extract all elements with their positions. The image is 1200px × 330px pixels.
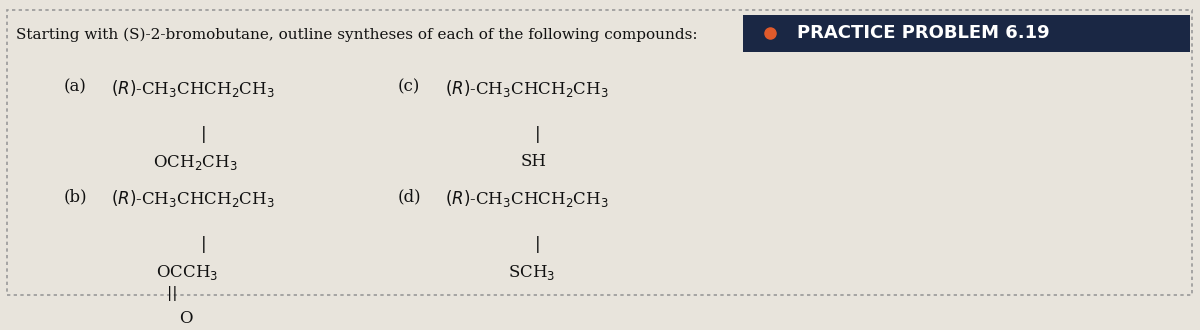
Text: Starting with (S)-2-bromobutane, outline syntheses of each of the following comp: Starting with (S)-2-bromobutane, outline… bbox=[16, 28, 697, 42]
Text: |: | bbox=[534, 236, 540, 253]
Text: |: | bbox=[200, 236, 206, 253]
Text: O: O bbox=[179, 310, 193, 327]
FancyBboxPatch shape bbox=[743, 15, 1190, 52]
Text: SH: SH bbox=[520, 153, 546, 170]
Text: (c): (c) bbox=[397, 79, 420, 95]
Text: (b): (b) bbox=[64, 188, 88, 205]
Text: (a): (a) bbox=[64, 79, 86, 95]
Text: (d): (d) bbox=[397, 188, 421, 205]
Text: |: | bbox=[200, 126, 206, 143]
Text: $(R)$-CH$_3$CHCH$_2$CH$_3$: $(R)$-CH$_3$CHCH$_2$CH$_3$ bbox=[445, 79, 608, 99]
Text: $(R)$-CH$_3$CHCH$_2$CH$_3$: $(R)$-CH$_3$CHCH$_2$CH$_3$ bbox=[112, 188, 275, 209]
Text: OCCH$_3$: OCCH$_3$ bbox=[156, 263, 217, 281]
Text: SCH$_3$: SCH$_3$ bbox=[509, 263, 556, 281]
Text: ||: || bbox=[168, 286, 178, 301]
Text: PRACTICE PROBLEM 6.19: PRACTICE PROBLEM 6.19 bbox=[797, 24, 1049, 42]
Text: $(R)$-CH$_3$CHCH$_2$CH$_3$: $(R)$-CH$_3$CHCH$_2$CH$_3$ bbox=[112, 79, 275, 99]
Text: OCH$_2$CH$_3$: OCH$_2$CH$_3$ bbox=[154, 153, 238, 172]
Text: $(R)$-CH$_3$CHCH$_2$CH$_3$: $(R)$-CH$_3$CHCH$_2$CH$_3$ bbox=[445, 188, 608, 209]
Text: |: | bbox=[534, 126, 540, 143]
